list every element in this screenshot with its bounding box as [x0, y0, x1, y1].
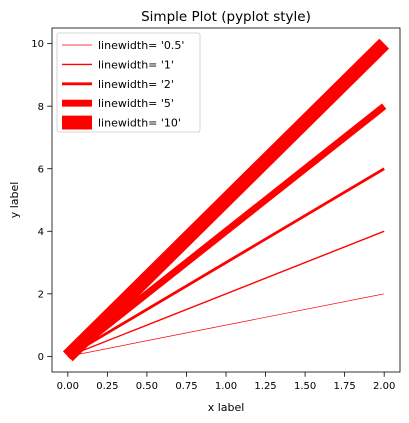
plot-area	[62, 38, 390, 362]
legend-label-4: linewidth= '5'	[98, 97, 174, 110]
y-tick-label: 10	[31, 39, 44, 50]
x-axis-label: x label	[208, 401, 245, 414]
x-tick-label: 1.25	[254, 381, 276, 392]
series-line-4	[65, 103, 387, 360]
x-axis: 0.00 0.25 0.50 0.75 1.00 1.25 1.50 1.75 2.00	[57, 372, 395, 392]
x-tick-label: 0.25	[96, 381, 118, 392]
x-tick-label: 1.50	[294, 381, 316, 392]
x-tick-label: 2.00	[373, 381, 395, 392]
x-tick-label: 0.50	[136, 381, 158, 392]
series-line-5	[62, 38, 390, 362]
series-line-1	[67, 293, 385, 357]
legend: linewidth= '0.5' linewidth= '1' linewidth=…	[56, 32, 201, 133]
y-tick-label: 8	[38, 102, 44, 113]
legend-label-5: linewidth= '10'	[98, 117, 181, 130]
x-tick-label: 0.75	[175, 381, 197, 392]
series-line-3	[67, 167, 385, 358]
y-tick-label: 2	[38, 289, 44, 300]
x-tick-label: 1.75	[334, 381, 356, 392]
series-line-2	[67, 230, 385, 358]
y-tick-label: 0	[38, 352, 44, 363]
x-tick-label: 0.00	[57, 381, 79, 392]
y-tick-label: 4	[38, 227, 44, 238]
y-tick-label: 6	[38, 164, 44, 175]
y-axis: 0 2 4 6 8 10	[31, 39, 52, 363]
legend-label-1: linewidth= '0.5'	[98, 39, 184, 52]
x-tick-label: 1.00	[215, 381, 237, 392]
legend-box	[56, 32, 201, 133]
y-axis-label: y label	[8, 182, 21, 219]
legend-label-3: linewidth= '2'	[98, 78, 174, 91]
legend-label-2: linewidth= '1'	[98, 58, 174, 71]
chart-title: Simple Plot (pyplot style)	[141, 9, 311, 25]
